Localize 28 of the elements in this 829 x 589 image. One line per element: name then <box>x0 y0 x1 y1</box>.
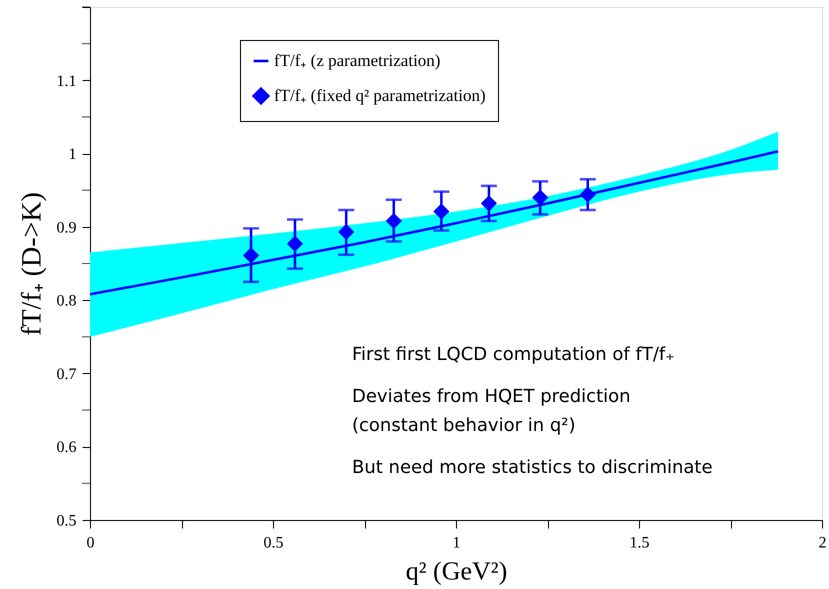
y-tick-label: 0.5 <box>56 512 76 530</box>
x-tick-label: 1 <box>452 534 460 552</box>
y-tick-label: 1 <box>68 146 76 164</box>
point <box>386 212 402 230</box>
legend-label: fT/f₊ (z parametrization) <box>274 51 440 70</box>
point <box>532 189 548 206</box>
x-tick-label: 0 <box>86 534 94 552</box>
y-tick-label: 0.7 <box>56 366 76 383</box>
legend-label: fT/f₊ (fixed q² parametrization) <box>274 86 486 105</box>
line-series <box>88 150 780 296</box>
annotation: Deviates from HQET prediction (constant behavior in q²) <box>352 386 631 436</box>
annotation: First first LQCD computation of fT/f₊ <box>352 344 675 365</box>
y-tick-label: 0.9 <box>56 219 76 236</box>
y-tick-label: 1.1 <box>56 72 76 90</box>
annotation: But need more statistics to discriminate <box>352 457 713 478</box>
y-tick-label: 0.6 <box>56 439 76 456</box>
point <box>433 203 450 220</box>
point <box>242 247 260 264</box>
x-tick-label: 1.5 <box>630 534 650 552</box>
y-tick-label: 0.8 <box>56 292 76 310</box>
point <box>580 186 596 203</box>
point <box>338 224 354 240</box>
x-axis-title: q² (GeV²) <box>406 556 508 586</box>
y-axis-title: fT/f₊ (D->K) <box>16 192 48 336</box>
x-tick-label: 0.5 <box>264 534 284 552</box>
x-tick-label: 2 <box>818 534 826 552</box>
point <box>480 195 497 212</box>
point <box>286 236 304 252</box>
